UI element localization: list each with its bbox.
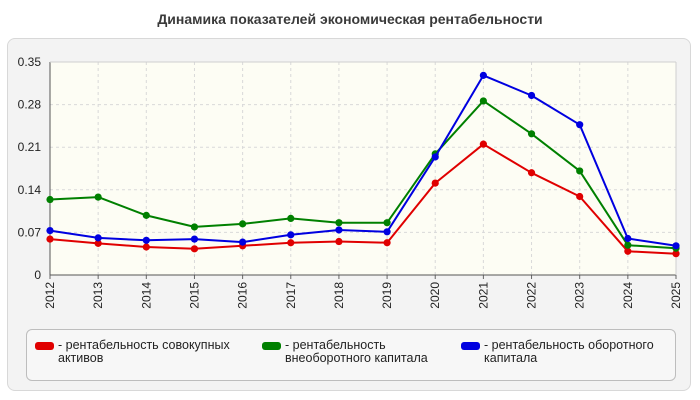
x-tick-label: 2017 xyxy=(284,282,298,309)
legend-label-assets: - рентабельность совокупных активов xyxy=(58,338,230,365)
data-point-series-1 xyxy=(672,250,680,258)
chart-title: Динамика показателей экономическая рента… xyxy=(157,11,543,27)
x-tick-label: 2020 xyxy=(428,282,442,309)
data-point-series-2 xyxy=(335,219,343,227)
data-point-series-3 xyxy=(287,231,295,239)
legend-label-current-capital: - рентабельность оборотного капитала xyxy=(484,338,654,365)
data-point-series-2 xyxy=(94,193,102,201)
series-line-3 xyxy=(49,74,677,247)
data-point-series-1 xyxy=(431,179,439,187)
y-tick-label: 0.07 xyxy=(18,225,42,239)
data-point-series-2 xyxy=(190,223,199,231)
data-point-series-1 xyxy=(94,239,102,247)
x-tick-label: 2016 xyxy=(236,282,250,309)
data-point-series-3 xyxy=(479,71,487,79)
y-tick-label: 0.21 xyxy=(18,140,42,154)
data-point-series-3 xyxy=(672,242,680,250)
series-line-1 xyxy=(49,143,677,255)
data-point-series-2 xyxy=(142,211,150,219)
data-point-series-1 xyxy=(624,247,632,255)
data-point-series-3 xyxy=(94,234,102,242)
data-point-series-3 xyxy=(576,121,584,129)
data-point-series-1 xyxy=(287,239,295,247)
legend-item-assets: - рентабельность совокупных активов xyxy=(35,339,245,365)
line-chart: 0 0.07 0.14 0.21 0.28 0.35 2012 2013 2014 2015 201… xyxy=(18,55,683,309)
x-tick-label: 2015 xyxy=(187,282,201,309)
y-tick-label: 0.14 xyxy=(18,183,42,197)
data-point-series-2 xyxy=(239,220,247,228)
data-point-series-2 xyxy=(287,214,295,223)
x-tick-label: 2018 xyxy=(332,282,346,309)
chart-legend: - рентабельность совокупных активов - ре… xyxy=(26,329,676,381)
data-point-series-2 xyxy=(576,167,584,175)
data-point-series-1 xyxy=(335,237,343,246)
data-point-series-3 xyxy=(527,91,536,100)
legend-swatch-assets xyxy=(35,342,54,350)
data-point-series-3 xyxy=(431,153,439,161)
data-point-series-1 xyxy=(527,169,536,177)
x-tick-label: 2025 xyxy=(669,282,683,309)
data-point-series-3 xyxy=(383,228,391,236)
data-point-series-2 xyxy=(527,130,536,138)
y-tick-label: 0 xyxy=(34,268,41,282)
data-point-series-3 xyxy=(142,236,150,244)
data-point-series-1 xyxy=(576,192,584,201)
data-point-series-1 xyxy=(46,235,54,243)
data-point-series-3 xyxy=(239,238,247,246)
x-tick-label: 2024 xyxy=(621,282,635,309)
data-point-series-2 xyxy=(46,195,54,204)
x-tick-label: 2021 xyxy=(476,282,490,309)
data-point-series-1 xyxy=(190,245,199,253)
data-point-series-3 xyxy=(46,226,54,235)
legend-item-current-capital: - рентабельность оборотного капитала xyxy=(461,339,671,365)
x-tick-label: 2013 xyxy=(91,282,105,309)
x-tick-label: 2023 xyxy=(573,282,587,309)
y-tick-label: 0.35 xyxy=(18,55,42,69)
data-point-series-1 xyxy=(383,239,391,247)
data-point-series-2 xyxy=(479,97,487,105)
legend-item-noncurrent-capital: - рентабельность внеоборотного капитала xyxy=(262,339,452,365)
legend-swatch-current-capital xyxy=(461,342,480,350)
x-tick-label: 2022 xyxy=(525,282,539,309)
legend-swatch-noncurrent-capital xyxy=(262,342,281,350)
data-point-series-1 xyxy=(142,243,150,251)
data-point-series-2 xyxy=(383,219,391,227)
x-tick-label: 2019 xyxy=(380,282,394,309)
legend-label-noncurrent-capital: - рентабельность внеоборотного капитала xyxy=(285,338,428,365)
data-point-series-3 xyxy=(624,234,632,243)
data-point-series-2 xyxy=(624,241,632,249)
data-point-series-1 xyxy=(479,140,487,148)
x-tick-label: 2014 xyxy=(139,282,153,309)
data-point-series-3 xyxy=(190,235,199,243)
series-line-2 xyxy=(49,99,677,250)
y-tick-label: 0.28 xyxy=(18,98,42,112)
data-point-series-3 xyxy=(335,226,343,234)
x-tick-label: 2012 xyxy=(43,282,57,309)
